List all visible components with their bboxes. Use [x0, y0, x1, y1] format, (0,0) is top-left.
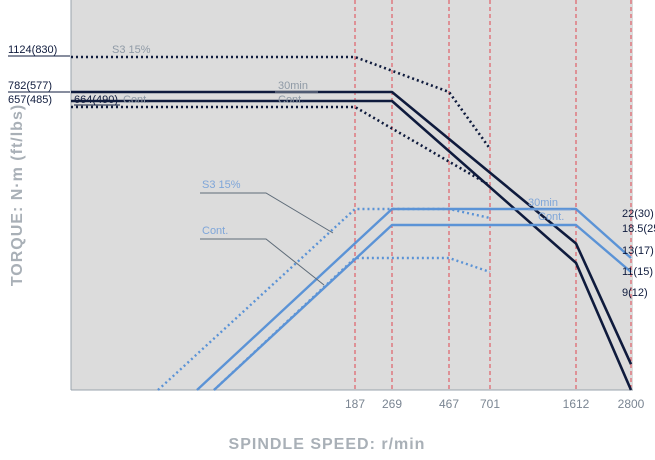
leader-power-s3 [200, 192, 334, 234]
series-line-0 [71, 55, 492, 150]
series-line-5 [196, 207, 632, 391]
torque-label-664: 664(490) [74, 94, 118, 106]
torque-label-1124: 1124(830) [8, 44, 57, 56]
leader-power-cont [200, 238, 325, 286]
power-label-11: 11(15) [622, 266, 653, 278]
label-torque-s3: S3 15% [112, 44, 151, 56]
label-torque-cont-left: Cont. [123, 94, 149, 106]
power-label-9: 9(12) [622, 287, 648, 299]
power-label-13: 13(17) [622, 245, 654, 257]
x-tick-label: 187 [345, 397, 365, 411]
x-tick-label: 467 [439, 397, 459, 411]
x-tick-label: 269 [382, 397, 402, 411]
label-power-s3: S3 15% [202, 179, 241, 191]
torque-label-657: 657(485) [8, 94, 52, 106]
label-torque-cont-mid: Cont. [278, 94, 304, 106]
label-torque-30min: 30min [278, 80, 308, 92]
series-line-1 [71, 90, 633, 365]
x-axis-title: SPINDLE SPEED: r/min [229, 436, 426, 453]
y-axis-title: TORQUE: N·m (ft/lbs) [9, 104, 26, 286]
series-line-7 [213, 256, 491, 391]
series-line-2 [71, 99, 633, 391]
label-power-cont: Cont. [202, 225, 228, 237]
x-tick-label: 2800 [618, 397, 645, 411]
torque-label-782: 782(577) [8, 80, 52, 92]
power-label-18-5: 18.5(25) [622, 223, 655, 235]
plot-area [71, 0, 633, 390]
x-tick-label: 1612 [563, 397, 590, 411]
label-power-30min: 30min [528, 197, 558, 209]
power-label-22: 22(30) [622, 208, 654, 220]
label-power-cont-right: Cont. [538, 211, 564, 223]
x-tick-label: 701 [480, 397, 500, 411]
